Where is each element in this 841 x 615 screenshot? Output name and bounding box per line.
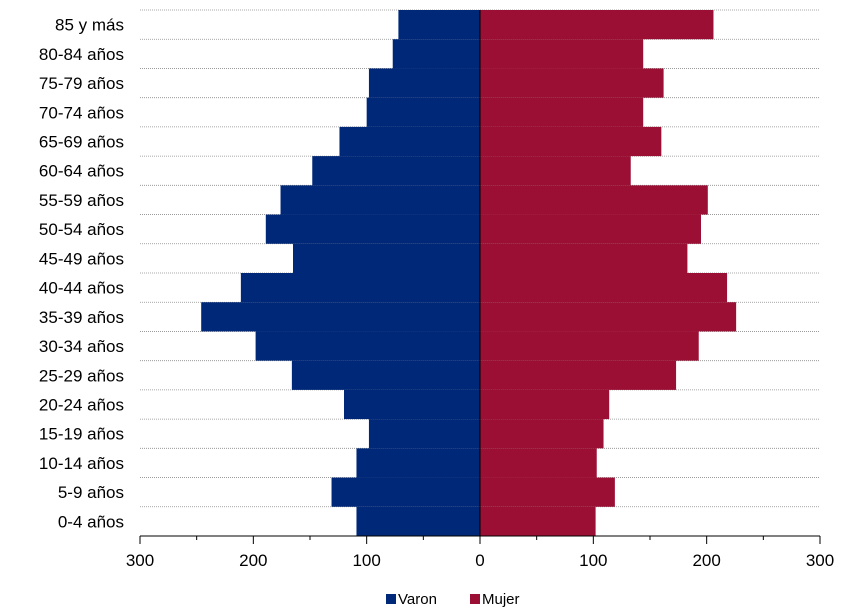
bar-mujer: [480, 126, 662, 157]
legend: Varon Mujer: [386, 591, 520, 608]
bar-mujer: [480, 506, 596, 536]
bar-mujer: [480, 389, 610, 420]
category-label: 40-44 años: [39, 279, 124, 298]
category-label: 85 y más: [55, 16, 124, 35]
category-label: 80-84 años: [39, 45, 124, 64]
category-label: 65-69 años: [39, 133, 124, 152]
bar-varon: [255, 331, 480, 361]
x-tick-label: 100: [352, 551, 380, 570]
legend-swatch-varon: [386, 594, 396, 604]
bar-mujer: [480, 302, 737, 332]
category-label: 30-34 años: [39, 337, 124, 356]
category-label: 5-9 años: [58, 483, 124, 502]
bar-mujer: [480, 68, 664, 98]
legend-swatch-mujer: [470, 594, 480, 604]
category-label: 60-64 años: [39, 162, 124, 181]
bar-varon: [398, 10, 480, 40]
bar-varon: [331, 477, 480, 507]
bar-varon: [356, 448, 480, 478]
category-label: 75-79 años: [39, 74, 124, 93]
bar-mujer: [480, 419, 604, 449]
bar-mujer: [480, 477, 615, 507]
x-tick-label: 200: [239, 551, 267, 570]
bar-varon: [265, 214, 480, 244]
bar-varon: [240, 273, 480, 303]
category-label: 35-39 años: [39, 308, 124, 327]
x-tick-label: 300: [806, 551, 834, 570]
category-label: 25-29 años: [39, 366, 124, 385]
category-label: 20-24 años: [39, 396, 124, 415]
bar-varon: [291, 360, 480, 390]
x-tick-label: 300: [126, 551, 154, 570]
category-label: 0-4 años: [58, 512, 124, 531]
bar-mujer: [480, 10, 714, 40]
bar-varon: [339, 126, 480, 157]
x-tick-label: 200: [692, 551, 720, 570]
legend-label-varon: Varon: [398, 591, 437, 608]
bar-varon: [392, 39, 480, 69]
bar-varon: [368, 68, 480, 98]
bar-varon: [368, 419, 480, 449]
bar-mujer: [480, 39, 644, 69]
bar-varon: [201, 302, 480, 332]
bar-varon: [356, 506, 480, 536]
bar-mujer: [480, 448, 597, 478]
legend-label-mujer: Mujer: [482, 591, 520, 608]
category-label: 15-19 años: [39, 425, 124, 444]
x-axis: 300 200 100 0 100 200 300: [126, 10, 834, 570]
category-label: 55-59 años: [39, 191, 124, 210]
bar-mujer: [480, 214, 701, 244]
category-label: 70-74 años: [39, 103, 124, 122]
bar-mujer: [480, 243, 688, 273]
category-label: 10-14 años: [39, 454, 124, 473]
bars: [201, 10, 737, 536]
bar-mujer: [480, 331, 699, 361]
bar-varon: [293, 243, 480, 273]
bar-varon: [366, 97, 480, 127]
bar-mujer: [480, 273, 728, 303]
bar-mujer: [480, 156, 631, 186]
category-label: 50-54 años: [39, 220, 124, 239]
bar-mujer: [480, 97, 644, 127]
category-label: 45-49 años: [39, 249, 124, 268]
bar-mujer: [480, 185, 708, 215]
bar-mujer: [480, 360, 677, 390]
bar-varon: [312, 156, 480, 186]
bar-varon: [280, 185, 480, 215]
bar-varon: [344, 389, 480, 420]
category-labels: 0-4 años 5-9 años 10-14 años 15-19 años 20-2…: [39, 16, 124, 532]
x-tick-label: 0: [475, 551, 484, 570]
x-tick-label: 100: [579, 551, 607, 570]
